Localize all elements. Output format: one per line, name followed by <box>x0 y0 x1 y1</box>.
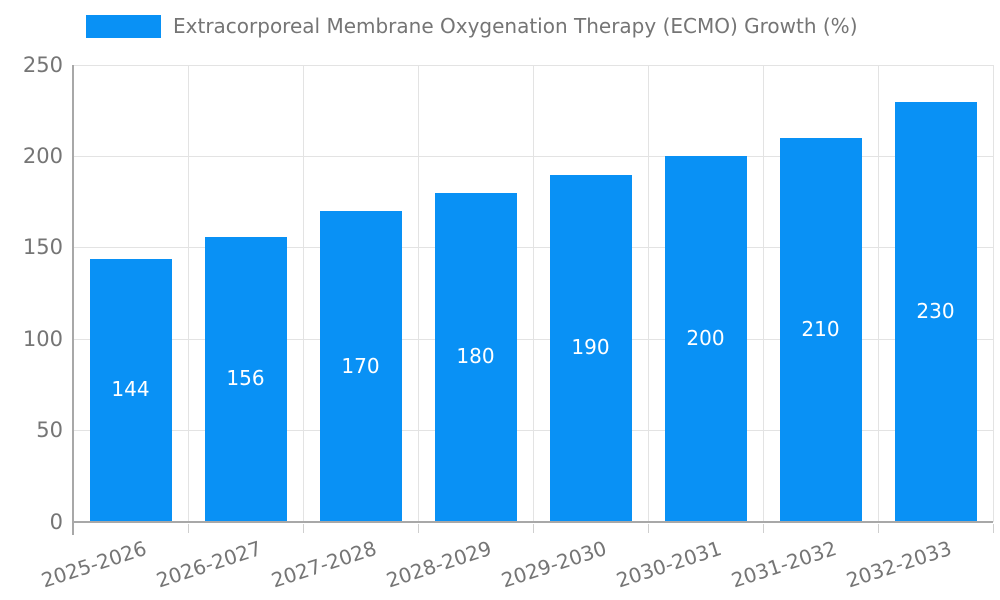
bar-2030-2031[interactable]: 200 <box>664 156 747 521</box>
y-axis-tick-label: 100 <box>22 326 63 351</box>
bar-value-label: 156 <box>226 366 265 391</box>
x-axis-category-label: 2025-2026 <box>38 536 150 593</box>
legend-label: Extracorporeal Membrane Oxygenation Ther… <box>173 14 858 38</box>
x-axis-category-label: 2029-2030 <box>498 536 610 593</box>
x-axis-tick <box>302 524 304 533</box>
bar-2029-2030[interactable]: 190 <box>549 174 632 521</box>
bar-value-label: 210 <box>801 317 840 342</box>
bar-value-label: 170 <box>341 353 380 378</box>
bar-value-label: 230 <box>916 298 955 323</box>
gridline-vertical <box>187 65 189 522</box>
x-axis-category-label: 2027-2028 <box>268 536 380 593</box>
x-axis-tick <box>532 524 534 533</box>
bar-value-label: 190 <box>571 335 610 360</box>
bar-2031-2032[interactable]: 210 <box>779 138 862 521</box>
gridline-vertical <box>532 65 534 522</box>
x-axis-tick <box>762 524 764 533</box>
y-axis-tick-label: 200 <box>22 143 63 168</box>
bar-value-label: 180 <box>456 344 495 369</box>
y-axis-line <box>72 65 74 535</box>
bar-2025-2026[interactable]: 144 <box>89 258 172 521</box>
gridline-vertical <box>647 65 649 522</box>
legend-item[interactable]: Extracorporeal Membrane Oxygenation Ther… <box>86 14 858 38</box>
x-axis-category-label: 2030-2031 <box>613 536 725 593</box>
x-axis-tick <box>992 524 994 533</box>
x-axis-tick <box>877 524 879 533</box>
y-axis-tick-label: 150 <box>22 235 63 260</box>
y-axis-tick-label: 50 <box>36 418 63 443</box>
x-axis-tick <box>417 524 419 533</box>
y-axis-tick-label: 250 <box>22 52 63 77</box>
bar-2032-2033[interactable]: 230 <box>894 101 977 521</box>
gridline-vertical <box>877 65 879 522</box>
gridline-vertical <box>992 65 994 522</box>
y-axis-tick-label: 0 <box>49 509 63 534</box>
x-axis-category-label: 2026-2027 <box>153 536 265 593</box>
x-axis-tick <box>187 524 189 533</box>
bar-value-label: 144 <box>111 377 150 402</box>
gridline-vertical <box>302 65 304 522</box>
x-axis-tick <box>647 524 649 533</box>
gridline-vertical <box>762 65 764 522</box>
bar-2027-2028[interactable]: 170 <box>319 211 402 521</box>
legend-swatch-icon <box>86 14 161 38</box>
x-axis-category-label: 2032-2033 <box>843 536 955 593</box>
gridline-vertical <box>417 65 419 522</box>
x-axis-category-label: 2028-2029 <box>383 536 495 593</box>
bar-2028-2029[interactable]: 180 <box>434 192 517 521</box>
x-axis-line <box>73 521 993 523</box>
bar-2026-2027[interactable]: 156 <box>204 236 287 521</box>
bar-value-label: 200 <box>686 326 725 351</box>
x-axis-category-label: 2031-2032 <box>728 536 840 593</box>
